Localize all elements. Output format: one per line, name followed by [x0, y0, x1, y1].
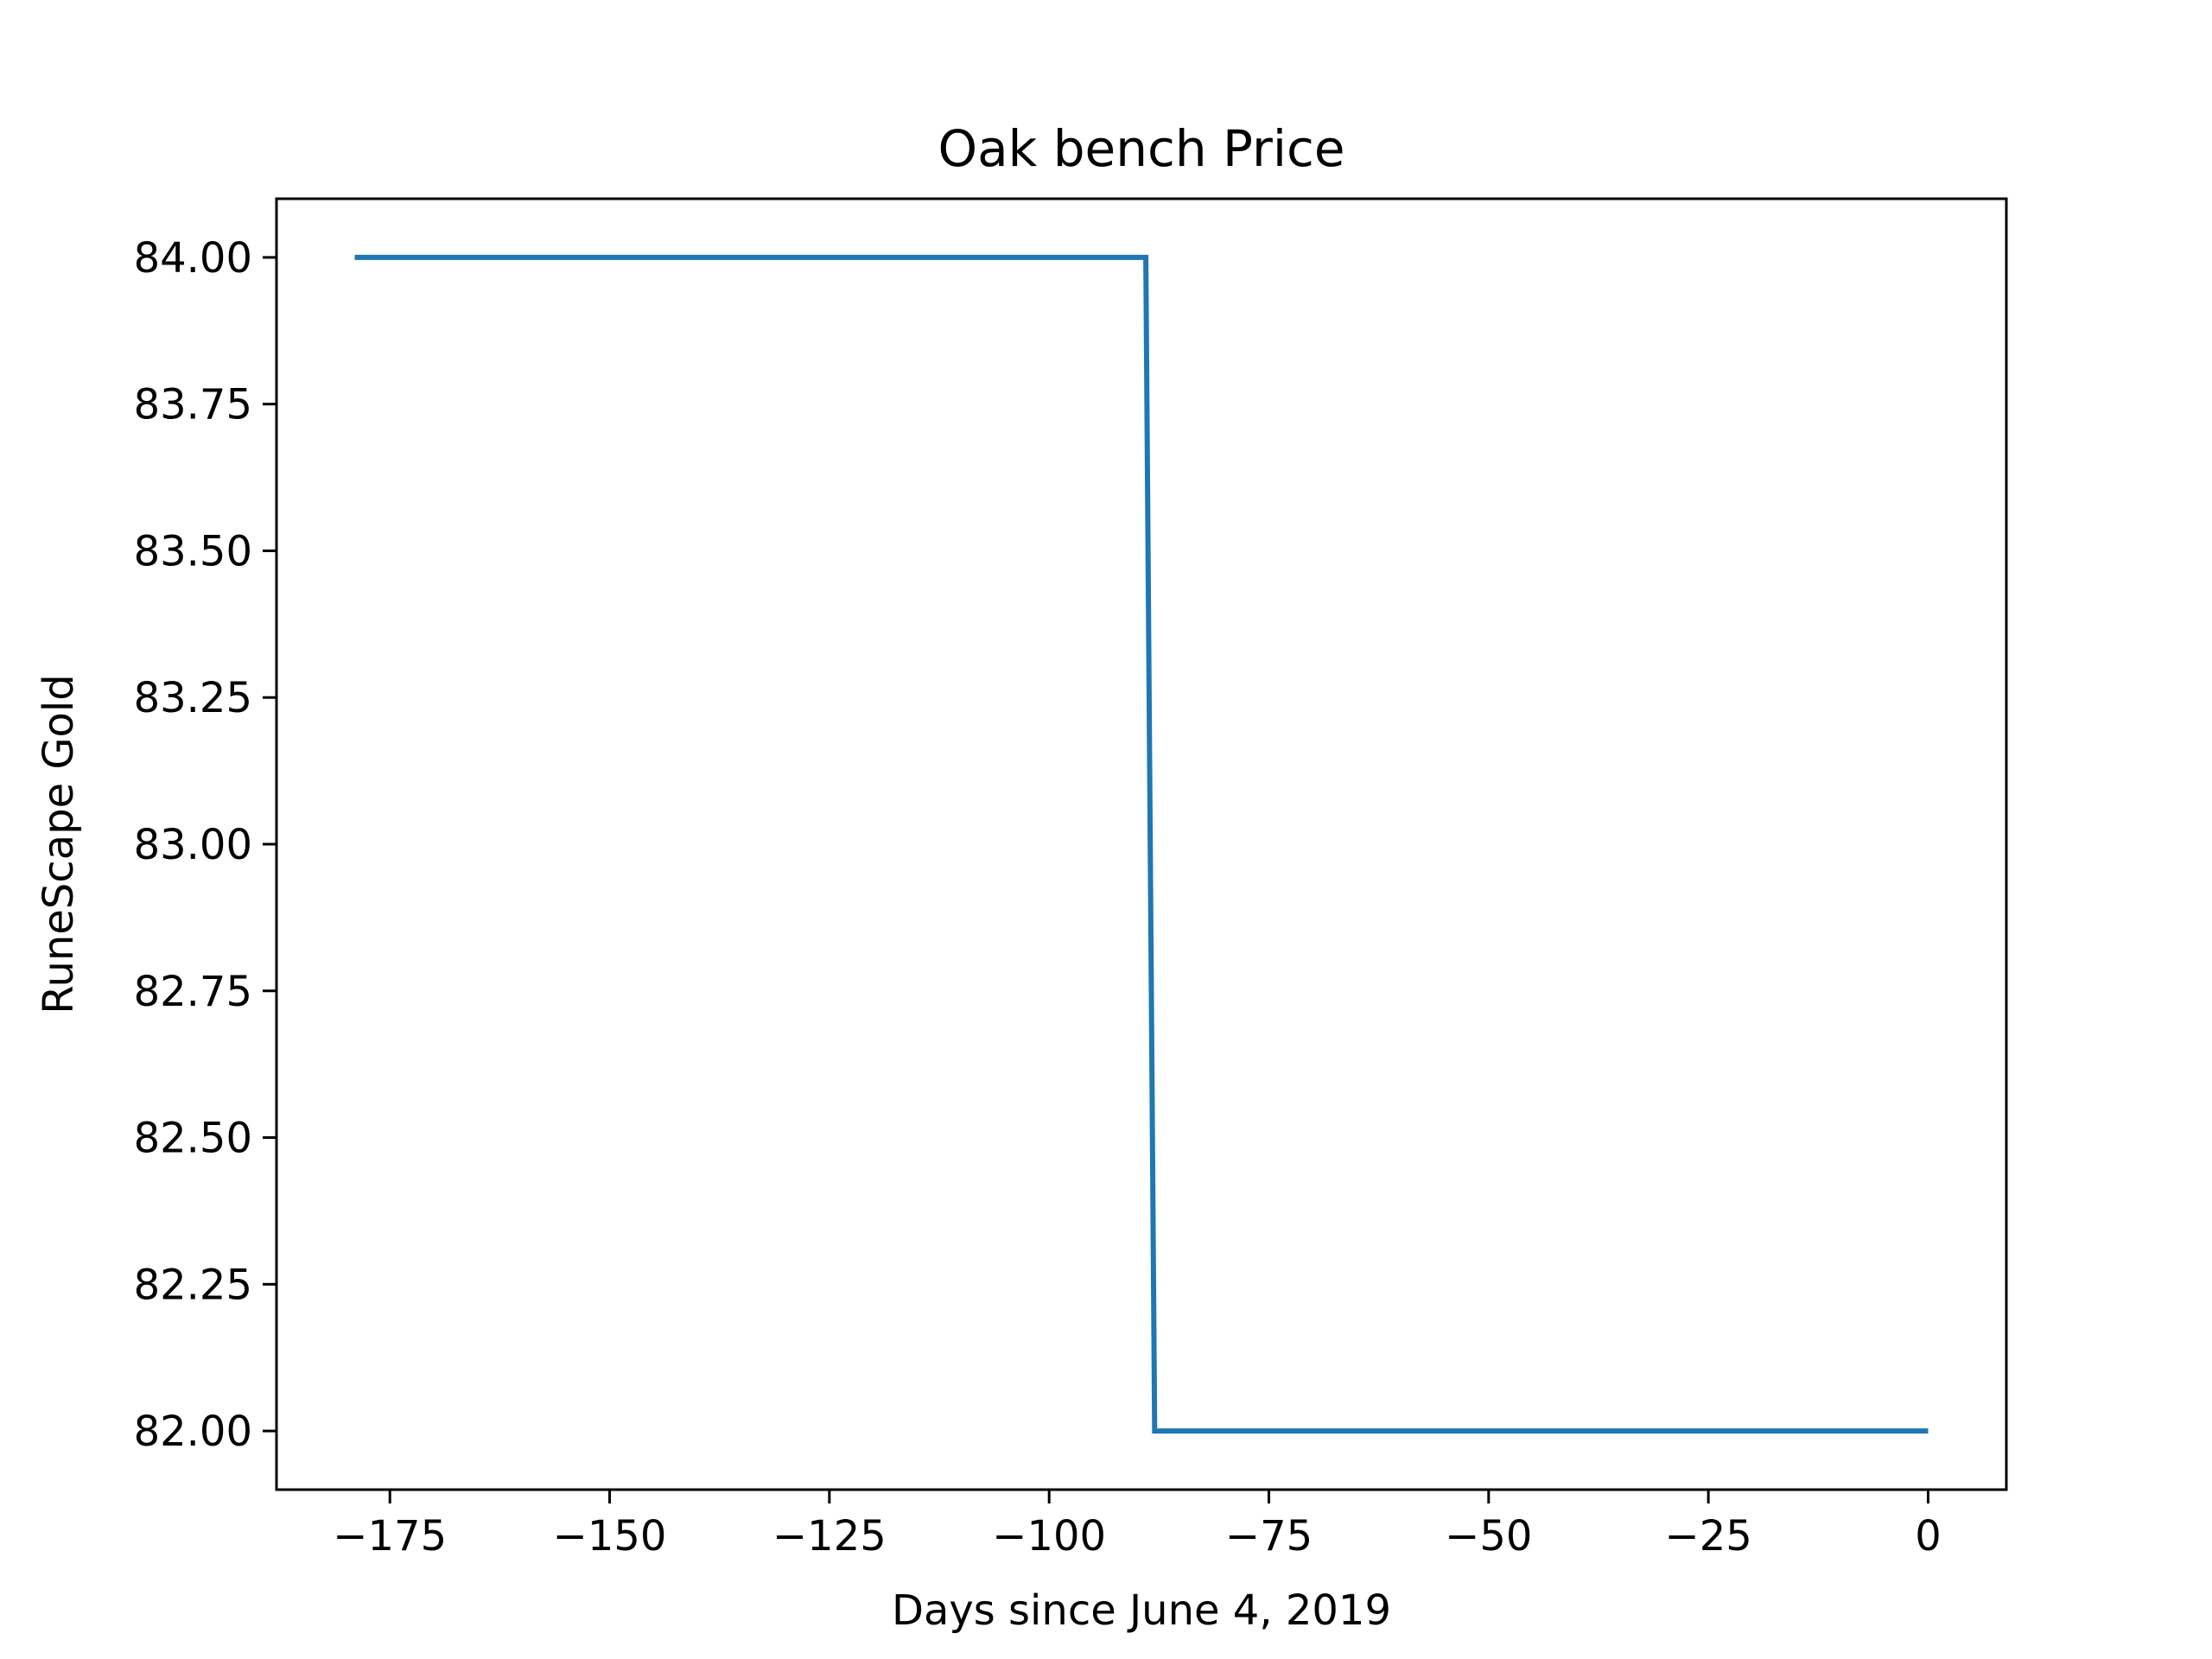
price-series-line	[354, 254, 1929, 1434]
x-axis-label: Days since June 4, 2019	[892, 1586, 1391, 1635]
y-tick-label: 84.00	[134, 234, 252, 283]
y-tick-label: 83.00	[134, 821, 252, 869]
series-layer	[354, 254, 1929, 1434]
chart-title: Oak bench Price	[938, 119, 1344, 178]
x-tick-label: −150	[553, 1512, 667, 1560]
x-tick-label: −100	[992, 1512, 1106, 1560]
y-axis-label: RuneScape Gold	[35, 674, 83, 1014]
x-tick-label: −25	[1664, 1512, 1751, 1560]
y-tick-label: 82.50	[134, 1115, 252, 1163]
x-tick-label: −50	[1445, 1512, 1532, 1560]
plot-area-frame	[275, 197, 2008, 1491]
y-tick-label: 83.50	[134, 527, 252, 575]
y-tick-label: 82.25	[134, 1261, 252, 1309]
x-axis-ticks: −175 −150 −125 −100 −75 −50 −25 0	[333, 1490, 1942, 1560]
y-axis-ticks: 82.00 82.25 82.50 82.75 83.00 83.25 83.50 83.75…	[134, 234, 276, 1456]
y-tick-label: 83.75	[134, 381, 252, 429]
y-tick-label: 82.75	[134, 968, 252, 1016]
x-tick-label: −125	[772, 1512, 887, 1560]
x-tick-label: 0	[1915, 1512, 1942, 1560]
x-tick-label: −75	[1225, 1512, 1313, 1560]
x-tick-label: −175	[333, 1512, 447, 1560]
y-tick-label: 83.25	[134, 674, 252, 722]
y-tick-label: 82.00	[134, 1408, 252, 1456]
